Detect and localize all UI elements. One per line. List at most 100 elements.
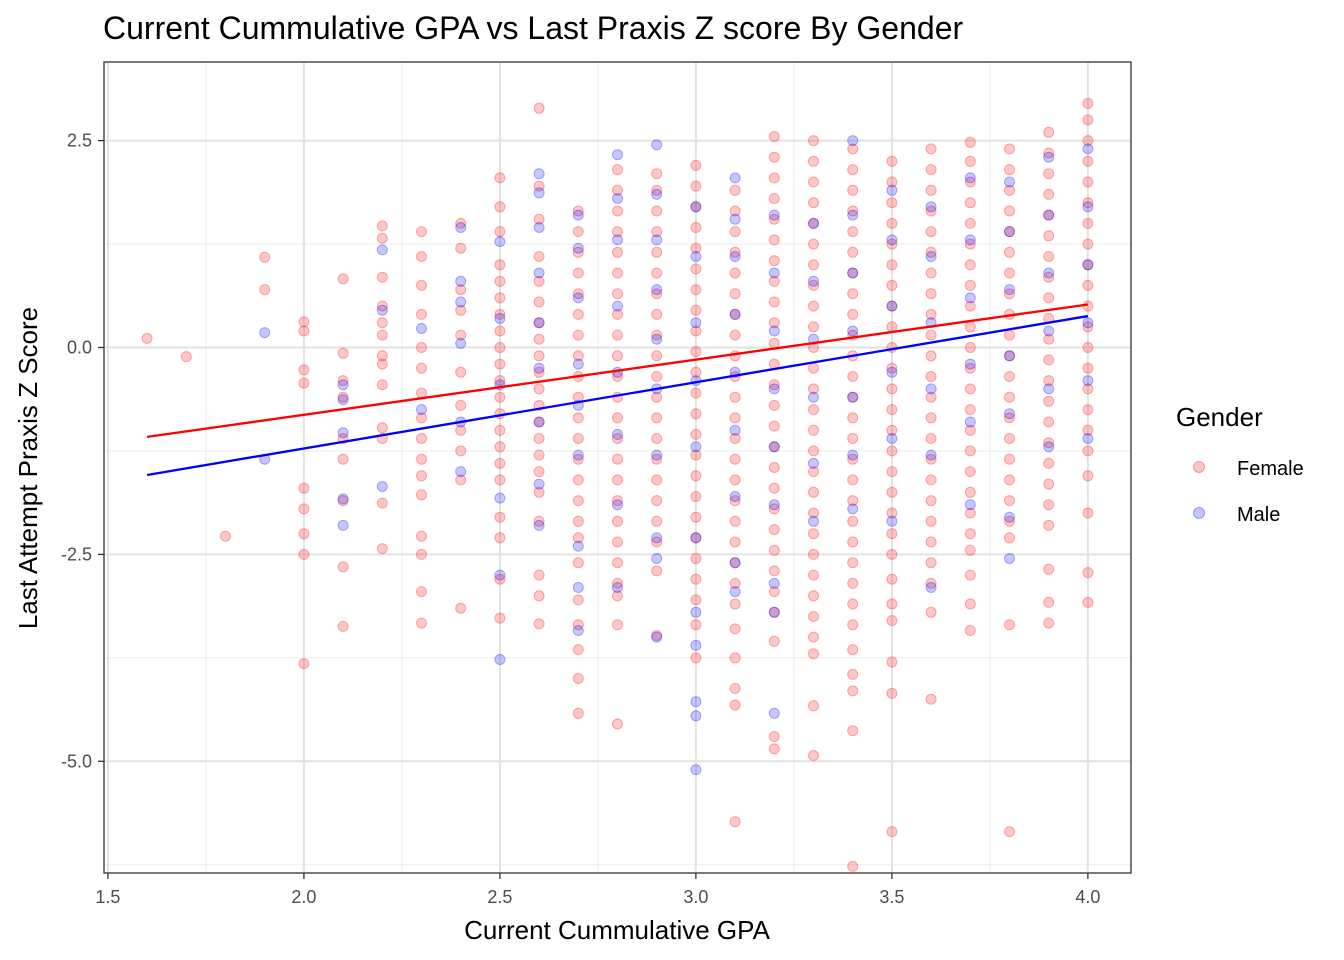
data-point — [729, 391, 741, 403]
data-point — [964, 486, 976, 498]
data-point — [768, 420, 780, 432]
legend-label-female: Female — [1237, 458, 1304, 480]
data-point — [1043, 292, 1055, 304]
data-point — [964, 292, 976, 304]
data-point — [886, 466, 898, 478]
data-point — [416, 453, 427, 465]
data-point — [729, 699, 741, 711]
data-point — [1043, 251, 1055, 262]
data-point — [847, 205, 859, 217]
data-point — [376, 317, 388, 329]
data-point — [808, 515, 819, 527]
data-point — [964, 507, 976, 519]
y-tick-label: -5.0 — [61, 751, 92, 771]
data-point — [651, 329, 663, 341]
data-point — [1043, 596, 1055, 608]
data-point — [847, 644, 859, 656]
data-point — [964, 342, 976, 353]
data-point — [1004, 350, 1015, 362]
data-point — [376, 300, 388, 312]
data-point — [729, 557, 741, 569]
data-point — [612, 267, 623, 279]
data-point — [1004, 453, 1015, 465]
data-point — [964, 544, 976, 556]
data-point — [1082, 279, 1094, 291]
data-point — [651, 246, 663, 258]
data-point — [729, 515, 741, 527]
data-point — [533, 213, 545, 225]
data-point — [416, 279, 427, 291]
data-point — [925, 577, 937, 589]
data-point — [808, 548, 819, 560]
data-point — [808, 300, 819, 312]
data-point — [847, 577, 859, 589]
data-point — [651, 515, 663, 527]
data-point — [612, 474, 623, 486]
data-point — [494, 201, 506, 213]
data-point — [729, 433, 741, 444]
data-point — [572, 557, 584, 569]
data-point — [847, 412, 859, 424]
data-point — [729, 350, 741, 362]
data-point — [612, 433, 623, 444]
data-point — [847, 860, 859, 872]
data-point — [768, 482, 780, 494]
data-point — [925, 350, 937, 362]
data-point — [847, 725, 859, 737]
data-point — [494, 375, 506, 387]
data-point — [925, 205, 937, 217]
data-point — [1004, 515, 1015, 527]
data-point — [1004, 391, 1015, 403]
data-point — [1082, 143, 1094, 155]
data-point — [964, 569, 976, 581]
data-point — [690, 408, 702, 420]
data-point — [964, 279, 976, 291]
data-point — [847, 209, 859, 221]
data-point — [729, 652, 741, 664]
data-point — [1043, 395, 1055, 407]
data-point — [651, 226, 663, 238]
data-point — [925, 453, 937, 465]
data-point — [925, 251, 937, 262]
data-point — [847, 449, 859, 461]
fit-line-female — [146, 303, 1089, 439]
y-tick-label: 2.5 — [67, 131, 92, 151]
data-point — [1082, 201, 1094, 213]
data-point — [847, 184, 859, 196]
data-point — [1043, 126, 1055, 138]
data-point — [1082, 317, 1094, 329]
data-point — [612, 164, 623, 176]
data-point — [808, 445, 819, 457]
data-point — [847, 267, 859, 279]
data-point — [729, 623, 741, 635]
data-point — [886, 687, 898, 699]
data-point — [1043, 209, 1055, 221]
data-point — [1043, 416, 1055, 428]
data-point — [690, 346, 702, 358]
data-point — [808, 486, 819, 498]
data-point — [768, 606, 780, 618]
data-point — [455, 399, 467, 411]
data-point — [376, 379, 388, 391]
data-point — [494, 391, 506, 403]
data-point — [651, 308, 663, 320]
data-point — [533, 187, 545, 199]
data-point — [964, 499, 976, 511]
data-point — [886, 197, 898, 209]
data-point — [651, 188, 663, 200]
data-point — [259, 284, 271, 296]
data-point — [455, 366, 467, 378]
data-point — [494, 424, 506, 436]
data-point — [1004, 474, 1015, 486]
data-point — [886, 573, 898, 585]
data-point — [612, 590, 623, 602]
data-point — [494, 441, 506, 453]
data-point — [886, 486, 898, 498]
data-point — [494, 172, 506, 184]
y-tick-label: 0.0 — [67, 338, 92, 358]
data-point — [925, 308, 937, 320]
data-point — [808, 700, 819, 712]
data-point — [768, 151, 780, 163]
data-point — [964, 176, 976, 188]
data-point — [533, 275, 545, 287]
